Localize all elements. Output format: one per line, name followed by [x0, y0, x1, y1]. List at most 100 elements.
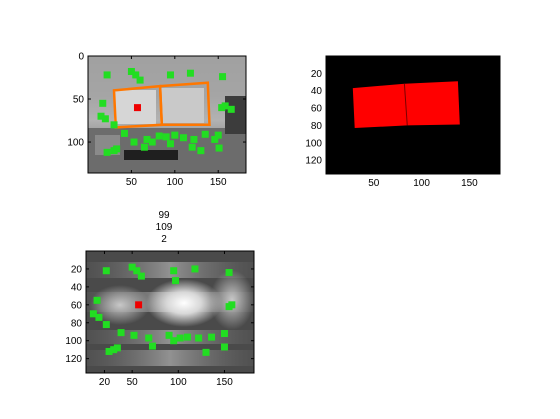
y-tick-label: 40	[71, 282, 83, 293]
y-tick-label: 100	[305, 138, 322, 149]
heatmap-band-4	[86, 350, 254, 366]
marker-layer	[89, 263, 236, 356]
panel-photo: 50 100 150 0 50 100	[67, 52, 247, 188]
title-line-2: 109	[156, 222, 173, 233]
feature-point	[148, 342, 156, 350]
title-line-1: 99	[158, 210, 170, 221]
panel-mask: 50 100 150 20 40 60 80 100 120	[305, 55, 501, 189]
feature-point	[176, 334, 184, 342]
feature-point	[130, 138, 138, 146]
mask-seam	[403, 83, 408, 126]
feature-point	[101, 115, 109, 123]
feature-point	[179, 134, 187, 142]
feature-point	[143, 135, 151, 143]
feature-point	[93, 296, 101, 304]
feature-point	[202, 348, 210, 356]
y-tick-label: 20	[311, 69, 323, 80]
x-tick-label: 20	[99, 377, 111, 388]
feature-point	[220, 330, 228, 338]
panel-heatmap: 99 109 2 20 50 100 150 20 40 60 80 100 120	[65, 210, 255, 388]
marker-layer	[97, 67, 235, 156]
feature-point	[172, 277, 180, 285]
y-tick-label: 50	[73, 95, 85, 106]
y-tick-label: 100	[67, 138, 84, 149]
x-tick-label: 100	[166, 177, 183, 188]
axes-frame-3	[85, 250, 255, 374]
feature-point	[184, 333, 192, 341]
feature-point	[102, 321, 110, 329]
feature-point	[133, 267, 141, 275]
axes-frame-2	[325, 55, 501, 175]
feature-point	[127, 67, 135, 75]
feature-point	[103, 148, 111, 156]
feature-point	[140, 143, 148, 151]
feature-point	[155, 132, 163, 140]
x-tick-label: 100	[413, 178, 430, 189]
feature-point	[148, 138, 156, 146]
axes-frame-1	[87, 55, 247, 174]
mask-regions	[352, 81, 460, 128]
y-tick-label: 40	[311, 86, 323, 97]
selected-point	[133, 104, 141, 112]
y-tick-label: 0	[78, 52, 84, 63]
feature-point	[166, 140, 174, 148]
axis-ticks: 50 100 150 0 50 100	[67, 52, 246, 188]
feature-point	[221, 102, 229, 110]
heatmap-glow-right	[210, 270, 254, 330]
x-tick-label: 100	[170, 377, 187, 388]
feature-point	[105, 347, 113, 355]
feature-point	[162, 133, 170, 141]
y-tick-label: 80	[311, 121, 323, 132]
mask-region	[404, 81, 460, 126]
photo-right-monitor	[160, 88, 204, 123]
feature-point	[165, 331, 173, 339]
feature-point	[195, 334, 203, 342]
heatmap-peak	[146, 279, 222, 327]
y-tick-label: 60	[71, 300, 83, 311]
feature-point	[117, 329, 125, 337]
y-tick-label: 120	[65, 354, 82, 365]
feature-point	[215, 144, 223, 152]
feature-point	[120, 129, 128, 137]
feature-point	[145, 334, 153, 342]
feature-point	[103, 71, 111, 79]
monitor-outlines	[112, 81, 211, 129]
feature-point	[211, 135, 219, 143]
y-tick-label: 80	[71, 318, 83, 329]
feature-point	[113, 145, 121, 153]
x-tick-label: 150	[210, 177, 227, 188]
selected-point	[135, 301, 143, 309]
feature-point	[95, 313, 103, 321]
feature-point	[219, 73, 227, 81]
feature-point	[110, 121, 118, 129]
feature-point	[197, 147, 205, 155]
feature-point	[208, 333, 216, 341]
axis-ticks: 50 100 150 20 40 60 80 100 120	[305, 56, 500, 189]
feature-point	[128, 263, 136, 271]
mask-region	[352, 83, 408, 128]
monitor-outline	[158, 81, 211, 127]
feature-point	[110, 346, 118, 354]
heatmap-glow-left	[90, 285, 150, 325]
feature-point	[225, 269, 233, 277]
feature-point	[201, 130, 209, 138]
y-tick-label: 20	[71, 264, 83, 275]
axis-ticks: 20 50 100 150 20 40 60 80 100 120	[65, 251, 254, 388]
x-tick-label: 50	[127, 377, 139, 388]
y-tick-label: 120	[305, 156, 322, 167]
y-tick-label: 60	[311, 104, 323, 115]
feature-point	[99, 99, 107, 107]
feature-point	[214, 131, 222, 139]
title-line-3: 2	[161, 234, 167, 245]
feature-point	[89, 310, 97, 318]
feature-point	[136, 76, 144, 84]
feature-point	[166, 71, 174, 79]
feature-point	[225, 303, 233, 311]
feature-point	[132, 71, 140, 79]
feature-point	[97, 112, 105, 120]
feature-point	[130, 331, 138, 339]
x-tick-label: 50	[368, 178, 380, 189]
feature-point	[170, 337, 178, 345]
x-tick-label: 50	[126, 177, 138, 188]
